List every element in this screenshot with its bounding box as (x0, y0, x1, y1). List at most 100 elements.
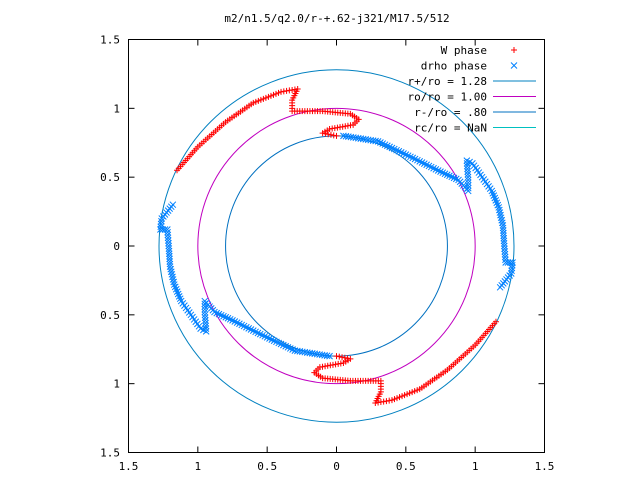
series-point (495, 204, 503, 211)
series-point (501, 253, 509, 261)
series-point (167, 268, 175, 276)
series-point (414, 387, 421, 394)
series-point (509, 259, 516, 266)
x-tick-label: 1 (195, 460, 202, 473)
series-point (464, 184, 472, 192)
legend-entry-2: drho phase (421, 60, 518, 73)
series-point (201, 303, 209, 310)
x-tick-label: 1.5 (535, 460, 555, 473)
y-tick-label: 1 (113, 378, 120, 391)
series-point (464, 182, 472, 189)
series-point (165, 239, 172, 247)
series-point (464, 165, 471, 173)
series-point (464, 176, 472, 184)
legend: W phase drho phase r+/ro = 1.28 ro/ro = 1.0… (408, 44, 536, 135)
series-point (257, 96, 264, 103)
series-point (495, 206, 503, 214)
series-point (496, 209, 504, 216)
series-point (260, 95, 267, 102)
x-tick-label: 0.5 (257, 460, 277, 473)
series-point (406, 390, 413, 397)
series-point (501, 248, 509, 255)
series-point (333, 132, 340, 139)
series-point (416, 386, 423, 393)
series-point (166, 252, 173, 260)
series-point (255, 97, 262, 104)
x-tick-label: 0.5 (396, 460, 416, 473)
series-point (267, 92, 274, 99)
x-tick-label: 1.5 (119, 460, 139, 473)
series-point (336, 353, 343, 360)
series-point (159, 226, 167, 233)
series-point (201, 311, 209, 319)
x-tick-labels: 1.5 1 0.5 0 0.5 1 1.5 (119, 460, 555, 473)
series-point (168, 270, 176, 278)
radius-circle-1 (158, 69, 515, 423)
series-point (437, 168, 444, 176)
legend-entry-3: r+/ro = 1.28 (408, 75, 536, 88)
series-point (508, 261, 516, 269)
series-point (500, 237, 508, 245)
series-point (506, 259, 514, 266)
series-point (450, 174, 458, 182)
series-point (201, 300, 209, 308)
legend-label: r+/ro = 1.28 (408, 75, 487, 88)
series-point (166, 255, 173, 263)
series-point (327, 131, 334, 138)
series-point (372, 137, 379, 145)
legend-label: W phase (441, 44, 487, 57)
series-point (229, 316, 236, 324)
legend-entry-6: rc/ro = NaN (414, 122, 536, 135)
y-tick-label: 1.5 (100, 34, 120, 47)
series-point (294, 347, 301, 355)
series-point (391, 396, 398, 403)
chart-title: m2/n1.5/q2.0/r-+.62-j321/M17.5/512 (224, 12, 449, 25)
series-point (202, 316, 209, 324)
series-point (272, 90, 279, 97)
legend-swatch (511, 47, 517, 53)
series-point (157, 226, 164, 233)
series-point (164, 231, 172, 239)
series-point (252, 98, 259, 105)
series-point (220, 312, 227, 320)
series-point (496, 283, 504, 291)
series-point (464, 179, 472, 187)
series-point (325, 131, 332, 138)
series-point (250, 99, 257, 106)
series-point (396, 394, 403, 401)
series-point (262, 94, 269, 101)
series-point (164, 237, 172, 244)
series-point (202, 322, 210, 330)
y-tick-label: 1.5 (100, 447, 120, 460)
series-point (347, 355, 354, 362)
series-point (270, 91, 277, 98)
legend-label: ro/ro = 1.00 (408, 91, 487, 104)
axis-ticks (128, 39, 545, 453)
y-tick-label: 0 (113, 240, 120, 253)
series-point (443, 171, 451, 179)
series-point (409, 389, 416, 396)
legend-entry-4: ro/ro = 1.00 (408, 91, 536, 104)
series-point (333, 353, 340, 360)
series-point (464, 168, 471, 176)
series-point (508, 267, 515, 275)
legend-label: drho phase (421, 60, 487, 73)
series-point (226, 315, 234, 323)
series-point (452, 175, 460, 183)
series-point (170, 278, 178, 286)
series-point (464, 173, 472, 181)
series-point (157, 223, 165, 231)
series-point (344, 355, 351, 362)
series-point (224, 314, 232, 322)
series-point (508, 264, 516, 272)
series-point (319, 130, 326, 137)
y-tick-label: 0.5 (100, 309, 120, 322)
series-point (500, 234, 508, 242)
series-point (165, 242, 173, 250)
series-point (500, 240, 508, 247)
series-point (441, 170, 449, 178)
series-point (411, 388, 418, 395)
series-point (322, 130, 329, 137)
